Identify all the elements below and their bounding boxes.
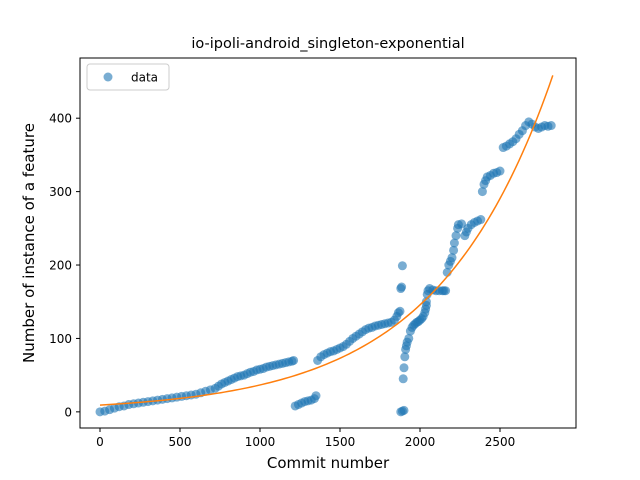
data-point	[476, 215, 486, 225]
axes-frame	[79, 57, 577, 429]
chart-title: io-ipoli-android_singleton-exponential	[191, 36, 464, 52]
data-point	[449, 245, 459, 255]
legend-box	[86, 63, 170, 91]
y-axis-ticks: 0 100 200 300 400	[49, 112, 80, 419]
legend-label-data: data	[131, 71, 158, 85]
fit-curve	[99, 75, 554, 406]
x-axis-label: Commit number	[267, 454, 390, 472]
legend: data	[86, 63, 170, 91]
x-tick-label: 0	[96, 435, 104, 449]
y-tick-label: 300	[49, 185, 72, 199]
x-tick-label: 1500	[325, 435, 356, 449]
x-tick-label: 1000	[245, 435, 276, 449]
y-tick-label: 0	[64, 405, 72, 419]
data-point	[399, 363, 409, 373]
data-point	[395, 306, 405, 316]
data-point	[398, 374, 408, 384]
y-tick-label: 100	[49, 332, 72, 346]
data-point	[441, 286, 451, 296]
data-point	[400, 352, 410, 362]
data-point	[399, 405, 409, 415]
data-point	[289, 355, 299, 365]
data-point	[495, 166, 505, 176]
x-tick-label: 2500	[485, 435, 516, 449]
data-point	[421, 300, 431, 310]
plot-area	[95, 75, 556, 417]
data-point	[451, 231, 461, 241]
data-point	[404, 333, 414, 343]
y-axis-label: Number of instance of a feature	[20, 123, 38, 363]
x-tick-label: 2000	[405, 435, 436, 449]
legend-marker-data	[103, 72, 113, 82]
data-point	[397, 261, 407, 271]
data-point	[311, 391, 321, 401]
y-tick-label: 400	[49, 112, 72, 126]
x-tick-label: 500	[169, 435, 192, 449]
data-point	[449, 238, 459, 248]
data-point	[477, 187, 487, 197]
x-axis-ticks: 0 500 1000 1500 2000 2500	[96, 428, 515, 449]
y-tick-label: 200	[49, 259, 72, 273]
data-point	[397, 282, 407, 292]
data-point	[546, 121, 556, 131]
data-point	[457, 219, 467, 229]
data-point	[447, 253, 457, 263]
